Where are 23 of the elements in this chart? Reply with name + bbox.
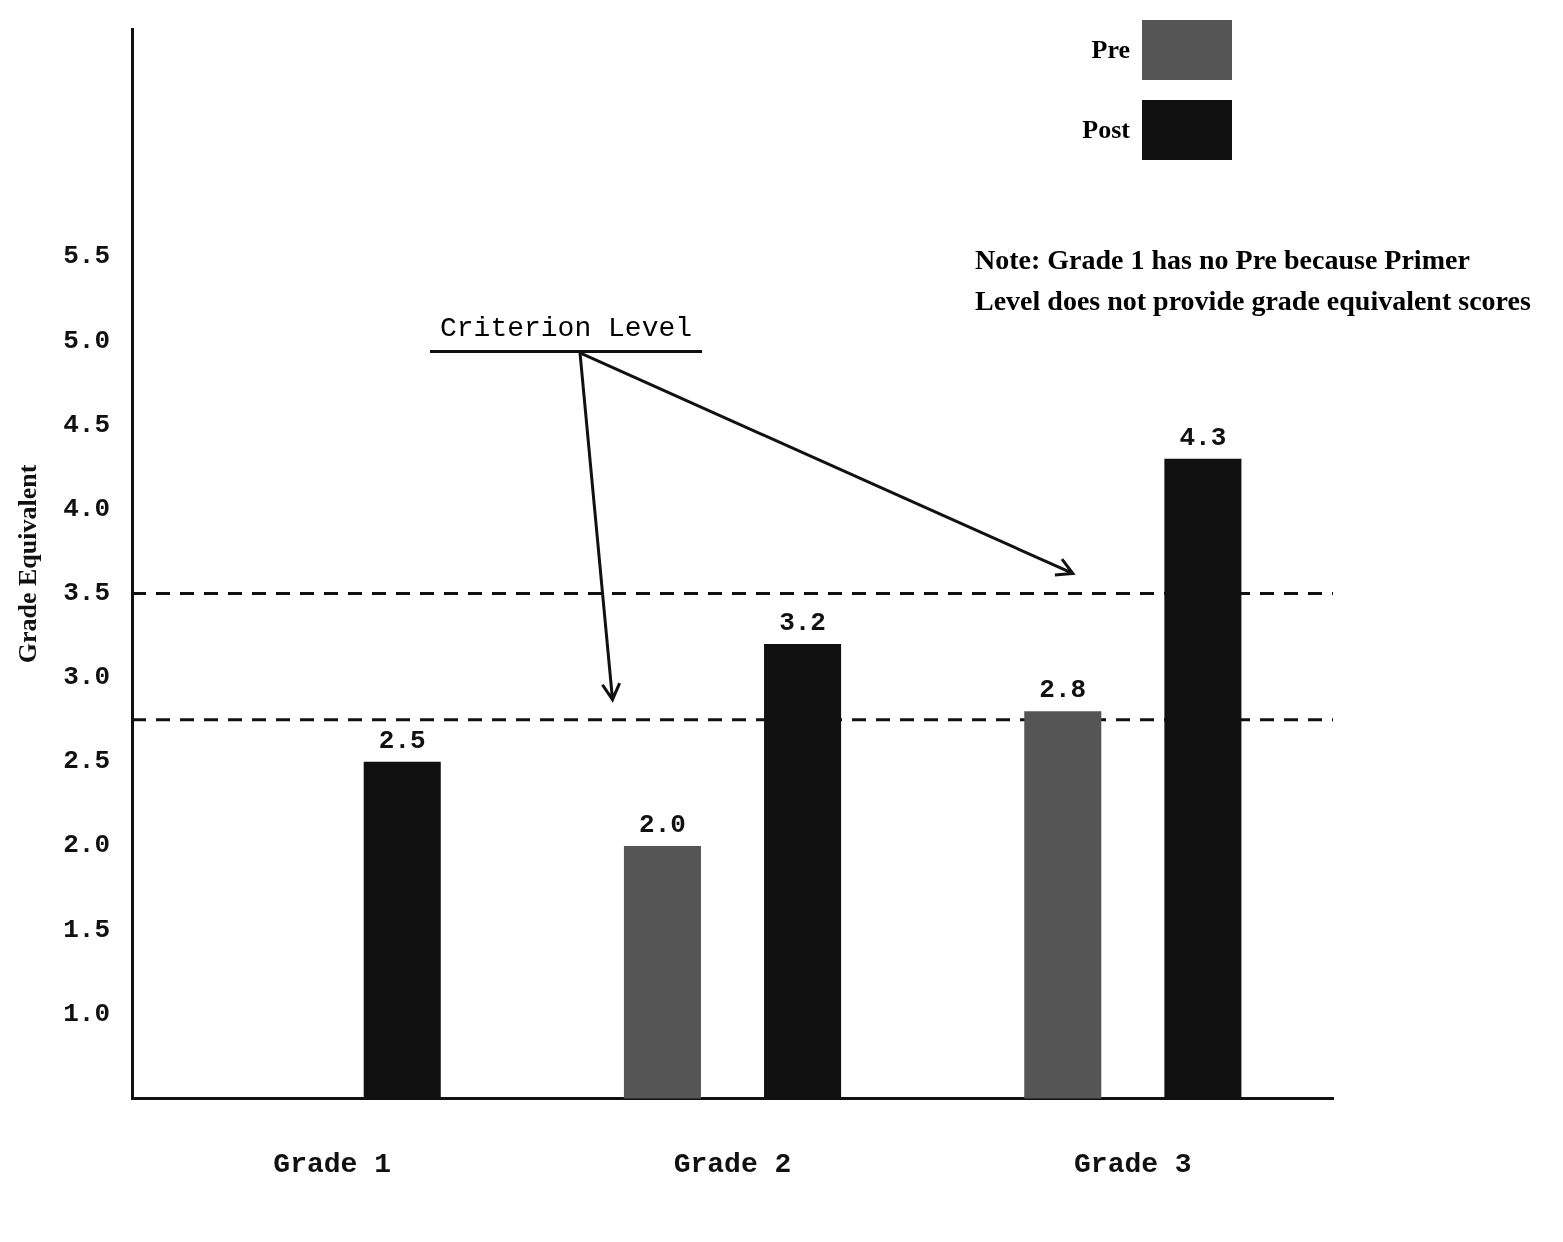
y-tick-label: 1.5 bbox=[63, 914, 111, 945]
x-tick-label: Grade 1 bbox=[273, 1149, 391, 1181]
y-axis-title: Grade Equivalent bbox=[13, 464, 43, 664]
y-tick-label: 1.0 bbox=[63, 998, 111, 1029]
y-tick-label: 5.5 bbox=[63, 241, 111, 272]
legend-label: Pre bbox=[1090, 35, 1130, 65]
y-tick-label: 4.5 bbox=[63, 409, 111, 440]
data-label: 3.2 bbox=[779, 607, 826, 638]
x-tick-label: Grade 3 bbox=[1074, 1149, 1192, 1181]
x-tick-label: Grade 2 bbox=[673, 1149, 792, 1181]
y-tick-label: 3.0 bbox=[63, 662, 111, 693]
y-tick-label: 5.0 bbox=[63, 325, 111, 356]
data-label: 4.3 bbox=[1179, 422, 1227, 453]
y-tick-label: 3.5 bbox=[63, 578, 111, 608]
legend-label: Post bbox=[1081, 115, 1130, 145]
y-tick-label: 4.0 bbox=[63, 493, 111, 524]
data-label: 2.5 bbox=[378, 725, 426, 756]
y-tick-label: 2.0 bbox=[63, 830, 111, 861]
annotation: Note: Grade 1 has no Pre because Primer Level does not provide grade equivalent scores bbox=[975, 243, 1532, 318]
data-label: 2.8 bbox=[1039, 675, 1087, 706]
annotation: Criterion Level bbox=[430, 312, 703, 353]
y-tick-label: 2.5 bbox=[63, 746, 111, 777]
data-label: 2.0 bbox=[639, 809, 686, 840]
